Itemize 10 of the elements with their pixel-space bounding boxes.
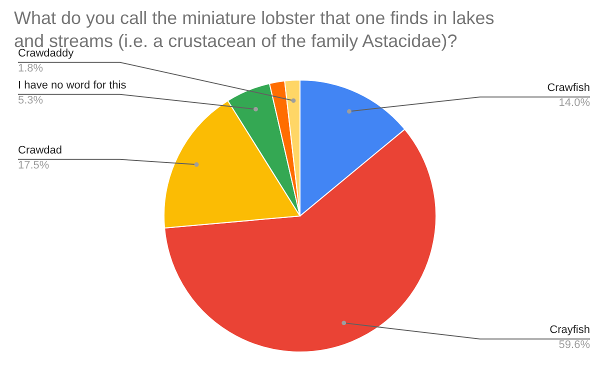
data-label: 1.8% bbox=[18, 62, 44, 74]
slice-label: Crayfish bbox=[550, 324, 590, 336]
slice-label: Crawfish bbox=[547, 82, 590, 94]
slice-label: Crawdad bbox=[18, 144, 62, 156]
data-label: 59.6% bbox=[558, 339, 590, 351]
data-label: 17.5% bbox=[18, 159, 50, 172]
slice-label: I have no word for this bbox=[18, 79, 127, 92]
data-label: 5.3% bbox=[18, 94, 44, 106]
data-label: 14.0% bbox=[558, 96, 590, 109]
slice-label: Crawdaddy bbox=[18, 47, 74, 60]
